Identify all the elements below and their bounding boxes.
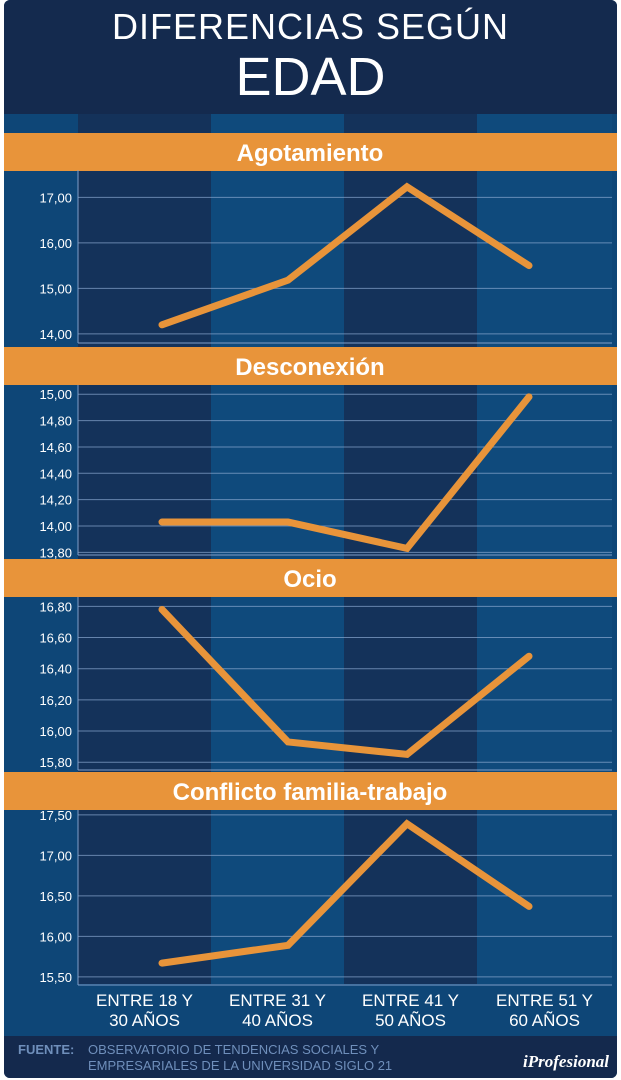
x-tick-label: ENTRE 51 Y 60 AÑOS: [496, 991, 593, 1030]
y-tick-label: 14,00: [39, 519, 72, 534]
y-tick-label: 15,00: [39, 281, 72, 296]
y-tick-label: 16,00: [39, 236, 72, 251]
y-tick-label: 15,80: [39, 755, 72, 770]
column-band: [477, 114, 612, 984]
x-tick-label: ENTRE 31 Y 40 AÑOS: [229, 991, 326, 1030]
series-line: [158, 605, 533, 759]
y-tick-label: 16,50: [39, 889, 72, 904]
brand-logo: iProfesional: [523, 1052, 609, 1071]
y-tick-label: 17,50: [39, 808, 72, 823]
y-tick-label: 13,80: [39, 545, 72, 560]
title-line2: EDAD: [235, 47, 386, 107]
y-tick-label: 16,00: [39, 724, 72, 739]
y-tick-label: 17,00: [39, 190, 72, 205]
y-tick-label: 15,50: [39, 970, 72, 985]
panel-title: Conflicto familia-trabajo: [173, 779, 448, 806]
series-line: [158, 819, 533, 967]
x-tick-label: ENTRE 41 Y 50 AÑOS: [362, 991, 459, 1030]
series-line: [158, 182, 533, 329]
y-tick-label: 16,40: [39, 662, 72, 677]
y-tick-label: 15,00: [39, 387, 72, 402]
panel-title: Desconexión: [235, 354, 384, 381]
column-band: [211, 114, 344, 984]
y-tick-label: 16,20: [39, 693, 72, 708]
panel-header: [4, 559, 617, 597]
infographic: Agotamiento 14,00 15,00 16,00 17,00 Desconexi…: [4, 0, 617, 1078]
y-tick-label: 14,20: [39, 493, 72, 508]
source-label: FUENTE:: [18, 1042, 75, 1057]
y-tick-label: 14,60: [39, 440, 72, 455]
y-tick-label: 17,00: [39, 848, 72, 863]
panel-title: Ocio: [283, 566, 336, 593]
panel-title: Agotamiento: [237, 140, 384, 167]
source-text: OBSERVATORIO DE TENDENCIAS SOCIALES Y EM…: [88, 1042, 393, 1073]
y-tick-label: 16,00: [39, 929, 72, 944]
x-tick-label: ENTRE 18 Y 30 AÑOS: [96, 991, 193, 1030]
y-tick-label: 14,40: [39, 466, 72, 481]
y-tick-label: 16,80: [39, 599, 72, 614]
charts-svg: Agotamiento 14,00 15,00 16,00 17,00 Desconexi…: [4, 114, 617, 1030]
y-tick-label: 14,80: [39, 414, 72, 429]
panel-header: [4, 772, 617, 810]
column-band: [78, 114, 211, 984]
panel-header: [4, 133, 617, 171]
y-tick-label: 14,00: [39, 327, 72, 342]
footer: FUENTE: OBSERVATORIO DE TENDENCIAS SOCIA…: [4, 1036, 617, 1078]
title-block: DIFERENCIAS SEGÚN EDAD: [4, 0, 617, 114]
y-tick-label: 16,60: [39, 631, 72, 646]
series-line: [158, 393, 533, 553]
title-line1: DIFERENCIAS SEGÚN: [111, 6, 510, 47]
panel-header: [4, 347, 617, 385]
